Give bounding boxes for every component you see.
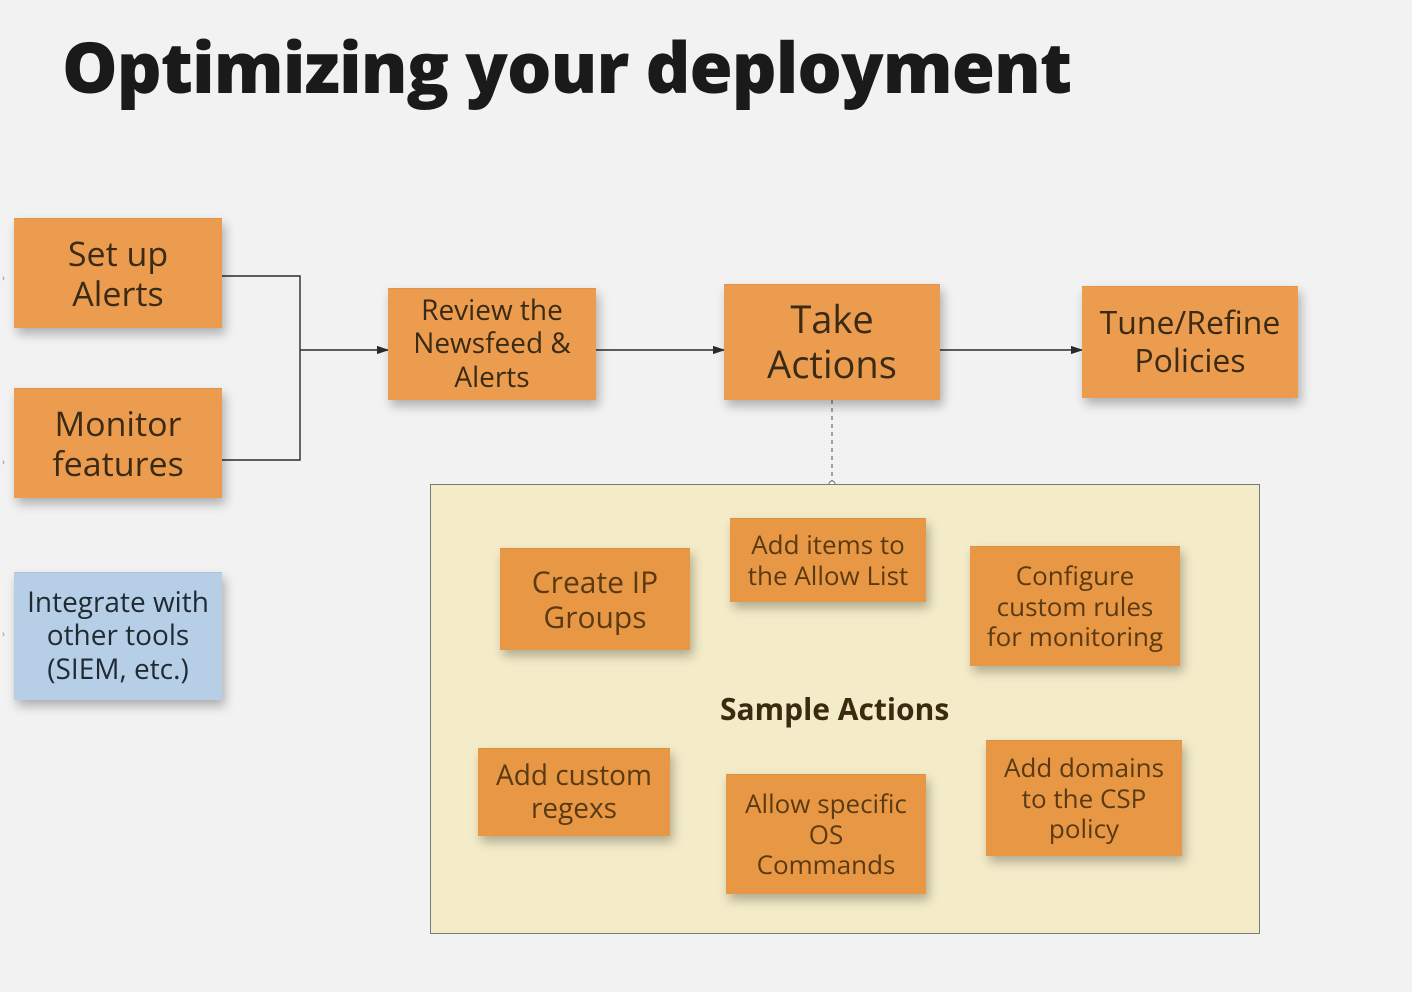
node-tune-label: Tune/Refine Policies (1100, 304, 1281, 380)
sub-node-customrules: Configure custom rules for monitoring (970, 546, 1180, 666)
node-take: Take Actions (724, 284, 940, 400)
node-monitor-label: Monitor features (52, 403, 184, 483)
node-review: Review the Newsfeed & Alerts (388, 288, 596, 400)
node-siem-label: Integrate with other tools (SIEM, etc.) (27, 586, 209, 685)
sub-node-ipgroups: Create IP Groups (500, 548, 690, 650)
diagram-canvas: › › › Optimizing your deployment Sample … (0, 0, 1412, 992)
margin-mark: › (2, 270, 5, 284)
sub-node-ipgroups-label: Create IP Groups (532, 564, 658, 635)
sub-node-oscmd: Allow specific OS Commands (726, 774, 926, 894)
margin-mark: › (2, 626, 5, 640)
sample-actions-label: Sample Actions (720, 688, 949, 729)
sub-node-regex: Add custom regexs (478, 748, 670, 836)
edge-e-monitor-join (222, 350, 300, 460)
sub-node-allowlist-label: Add items to the Allow List (748, 529, 908, 590)
node-monitor: Monitor features (14, 388, 222, 498)
node-alerts: Set up Alerts (14, 218, 222, 328)
node-tune: Tune/Refine Policies (1082, 286, 1298, 398)
sub-node-oscmd-label: Allow specific OS Commands (745, 788, 907, 880)
sub-node-csp: Add domains to the CSP policy (986, 740, 1182, 856)
sub-node-regex-label: Add custom regexs (496, 759, 652, 825)
page-title: Optimizing your deployment (62, 30, 1071, 104)
node-review-label: Review the Newsfeed & Alerts (413, 294, 571, 393)
node-siem: Integrate with other tools (SIEM, etc.) (14, 572, 222, 700)
sub-node-allowlist: Add items to the Allow List (730, 518, 926, 602)
node-take-label: Take Actions (767, 297, 897, 387)
edge-e-alerts-join (222, 276, 300, 350)
sub-node-customrules-label: Configure custom rules for monitoring (987, 560, 1163, 652)
sub-node-csp-label: Add domains to the CSP policy (1004, 752, 1164, 844)
margin-mark: › (2, 454, 5, 468)
node-alerts-label: Set up Alerts (68, 233, 168, 313)
